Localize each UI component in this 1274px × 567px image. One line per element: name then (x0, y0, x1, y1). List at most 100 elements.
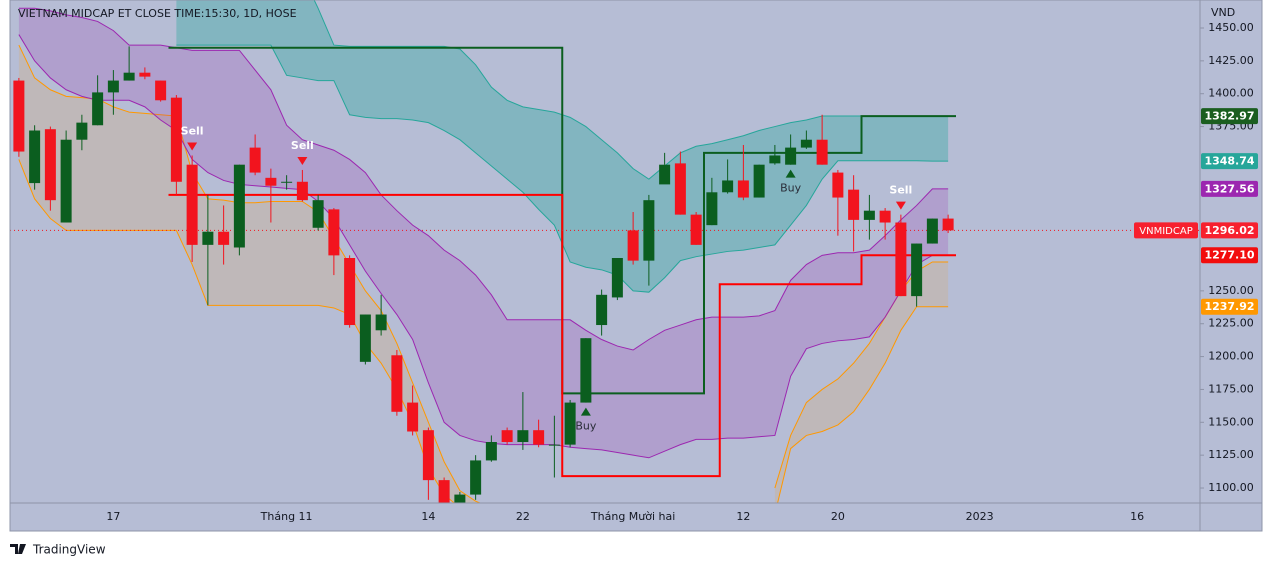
sell-arrow (187, 142, 198, 151)
candle-body (564, 402, 576, 445)
candle-body (107, 80, 119, 93)
indicator-line (168, 46, 956, 395)
candle-body (548, 444, 560, 446)
candle-body (265, 177, 277, 186)
sell-arrow (297, 156, 308, 165)
y-tick-label: 1250.00 (1208, 284, 1254, 297)
x-tick-label: Tháng Mười hai (590, 510, 675, 523)
price-badge (1201, 180, 1258, 197)
candle-body (722, 180, 734, 193)
brand-name: TradingView (32, 543, 106, 557)
candle-body (863, 210, 875, 220)
candle-body (470, 460, 482, 495)
candle-body (627, 230, 639, 261)
price-badge-label: 1327.56 (1204, 182, 1254, 195)
candle-body (281, 181, 293, 183)
candle-body (942, 218, 954, 231)
candle-body (328, 209, 340, 256)
y-tick-label: 1425.00 (1208, 54, 1254, 67)
y-tick-label: 1100.00 (1208, 481, 1254, 494)
band-fill (18, 45, 481, 503)
x-tick-label: 22 (516, 510, 530, 523)
chart-background (10, 0, 1262, 531)
candle-body (44, 129, 56, 201)
buy-label: Buy (780, 182, 802, 195)
y-tick-label: 1150.00 (1208, 415, 1254, 428)
x-tick-label: 20 (831, 510, 845, 523)
candle-body (344, 258, 356, 326)
axes: 1100.00 1125.00 1150.00 1175.00 1200.00 1225.… (106, 21, 1258, 523)
candle-body (218, 231, 230, 245)
candle-body (659, 164, 671, 185)
price-badge (1201, 153, 1258, 170)
candle-body (139, 72, 151, 77)
candle-body (359, 314, 371, 362)
candle-body (674, 163, 686, 215)
band-fill (774, 261, 949, 503)
price-badge-label: 1277.10 (1204, 249, 1254, 262)
candle-body (296, 181, 308, 201)
buy-arrow (580, 407, 591, 416)
symbol-tag-label: VNMIDCAP (1139, 226, 1192, 237)
x-tick-label: 17 (106, 510, 120, 523)
price-badge-label: 1237.92 (1204, 300, 1254, 313)
band-line (777, 306, 949, 503)
y-tick-label: 1450.00 (1208, 21, 1254, 34)
candle-body (233, 164, 245, 248)
candle-body (485, 442, 497, 461)
candle-body (816, 139, 828, 165)
candle-body (123, 72, 135, 81)
candle-body (155, 80, 167, 101)
candle-body (643, 200, 655, 261)
sell-label: Sell (291, 139, 314, 152)
candle-body (737, 180, 749, 198)
brand-logo (10, 544, 26, 554)
candle-body (690, 214, 702, 245)
candle-body (753, 164, 765, 198)
candle-body (312, 200, 324, 228)
candle-body (596, 294, 608, 326)
candle-body (848, 189, 860, 220)
sell-arrow (895, 201, 906, 210)
candle-body (454, 494, 466, 503)
symbol-tag (1134, 222, 1198, 239)
plot-area: Sell Sell Buy Buy Sell (10, 0, 1200, 503)
candle-body (800, 139, 812, 148)
candle-body (832, 172, 844, 198)
candle-body (375, 314, 387, 331)
candle-body (501, 430, 513, 443)
candle-body (580, 338, 592, 403)
x-tick-label: 12 (736, 510, 750, 523)
candle-body (202, 231, 214, 245)
candle-body (926, 218, 938, 244)
candle-body (391, 355, 403, 412)
y-tick-label: 1200.00 (1208, 350, 1254, 363)
price-badge (1201, 247, 1258, 264)
chart-border (9, 0, 1263, 532)
price-badge-label: 1348.74 (1204, 155, 1254, 168)
candle-body (170, 97, 182, 182)
candle-body (611, 258, 623, 298)
x-tick-label: 16 (1130, 510, 1144, 523)
y-tick-label: 1175.00 (1208, 382, 1254, 395)
candle-body (186, 164, 198, 245)
buy-label: Buy (575, 420, 597, 433)
candle-body (911, 243, 923, 297)
x-tick-label: Tháng 11 (260, 510, 313, 523)
candle-body (60, 139, 72, 223)
candle-body (438, 480, 450, 503)
currency-label: VND (1211, 6, 1235, 19)
candle-body (879, 210, 891, 223)
y-tick-label: 1225.00 (1208, 317, 1254, 330)
candle-body (29, 130, 41, 184)
y-tick-label: 1400.00 (1208, 87, 1254, 100)
candle-body (533, 430, 545, 445)
price-badge-label: 1382.97 (1204, 110, 1254, 123)
price-badge (1201, 108, 1258, 125)
x-tick-label: 14 (421, 510, 435, 523)
sell-label: Sell (181, 124, 204, 137)
price-badge (1201, 222, 1258, 239)
candle-body (407, 402, 419, 432)
candle-body (517, 430, 529, 443)
candle-body (785, 147, 797, 165)
